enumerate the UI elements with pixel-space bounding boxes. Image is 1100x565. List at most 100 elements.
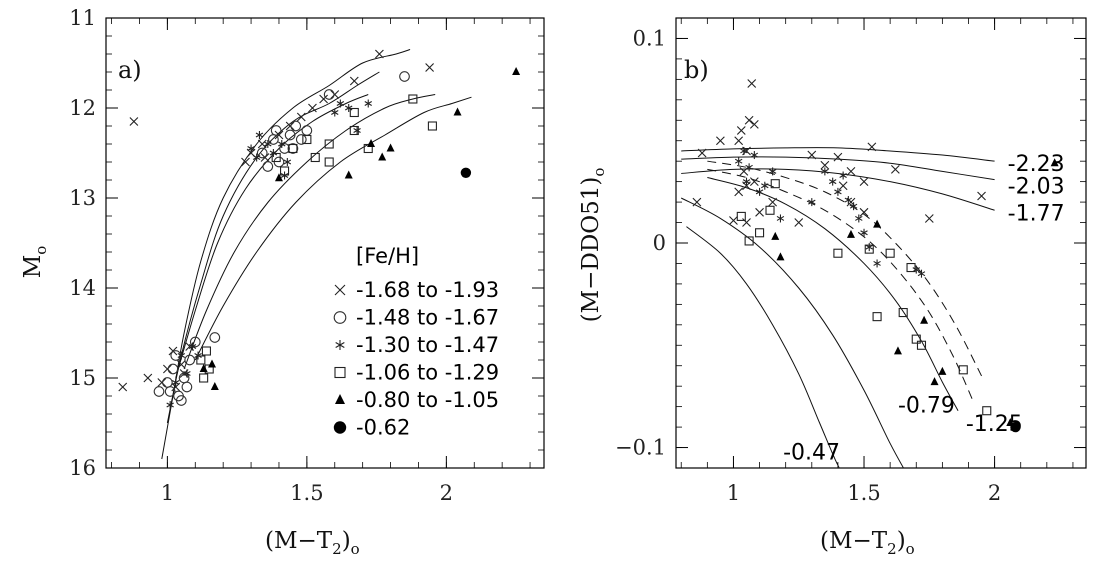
panel-b-point-x [755,207,764,217]
panel-b-point-star [917,269,926,278]
panel-a-point-star [188,342,197,351]
panel-a-point-circle-open [181,381,193,393]
panel-a-point-triangle-filled [274,173,283,182]
panel-a-point-star [283,158,292,166]
panel-b-point-x [734,136,744,146]
panel-b-point-star [755,187,764,196]
panel-b-y-tick-label: −0.1 [615,436,666,460]
panel-a-point-x [285,121,295,131]
panel-a-point-star [264,140,272,148]
legend-title: [Fe/H] [356,244,419,268]
panel-a-y-tick-label: 13 [69,186,96,210]
panel-a-point-star [252,153,261,162]
panel-b-point-x [749,119,759,129]
panel-b-point-star [849,202,858,211]
panel-b-point-x [794,218,804,227]
panel-b-point-star [821,167,829,176]
panel-b-point-x [977,191,986,201]
panel-b-y-label-sub: o [590,168,608,177]
panel-b-point-square-open [833,248,843,258]
panel-a-x-label-subtail: o [351,540,360,558]
panel-b-ticks [676,17,1086,469]
panel-a-label: a) [118,56,142,84]
panel-b-point-x [768,197,778,207]
panel-a-point-x [349,76,359,86]
legend-marker-star [335,340,345,350]
panel-b-point-x [859,177,869,187]
panel-b-point-star [808,198,816,207]
panel-a-legend: [Fe/H] -1.68 to -1.93 -1.48 to -1.67 -1.30 … [333,244,499,440]
panel-b-point-star [828,177,837,186]
panel-a-point-star [166,401,174,409]
panel-a-point-circle-open [399,71,410,82]
panel-b-x-label-tail: ) [897,528,906,554]
panel-b-point-circle-filled [1010,421,1021,433]
panel-a-point-circle-open [162,377,173,388]
panel-a-point-circle-open [290,120,302,132]
panel-b-point-square-open [898,307,908,318]
panel-a-y-axis-label: Mo [20,246,50,279]
panel-b-point-x [859,207,869,217]
legend-marker-triangle-filled [335,394,345,404]
curve-annotation: -1.77 [1008,201,1065,226]
panel-a-point-x [176,360,186,369]
panel-b-model-curve [707,177,959,411]
panel-b-point-star [912,265,920,274]
panel-b-annotations: -2.23-2.03-1.77 -0.79 -1.25 -0.47 [783,152,1065,465]
panel-b-x-tick-label: 1 [727,481,740,505]
panel-b-point-x [697,148,707,158]
panel-a-point-x [296,112,306,122]
panel-b-y-label-main: (M−DDO51) [578,177,604,323]
panel-b-point-square-open [911,334,921,344]
panel-a-model-curve [194,96,472,361]
panel-a-point-triangle-filled [386,143,395,152]
panel-a-point-x [375,49,384,59]
panel-a-point-circle-open [209,332,221,343]
panel-a-point-circle-open [256,147,268,159]
panel-b-point-star [742,177,751,186]
panel-a-point-circle-open [323,89,335,100]
panel-a: 1 1.5 2 11 12 13 14 15 16 a) [Fe/H] -1.68 to -1.9… [20,6,545,558]
panel-b-point-square-open [864,244,874,254]
panel-a-y-tick-label: 12 [69,96,96,120]
panel-a-point-x [162,364,172,374]
panel-b-tick-labels: 1 1.5 2 −0.1 0 0.1 [615,26,1001,505]
panel-b-point-star [761,181,769,190]
panel-a-x-label-tail: ) [342,528,351,554]
panel-b-point-triangle-filled [873,219,882,228]
panel-b-point-x [729,216,738,225]
panel-b-point-triangle-filled [771,231,780,240]
panel-a-point-x [241,157,250,167]
panel-a-point-star [172,378,180,387]
panel-a-point-square-open [408,94,418,104]
panel-b-point-square-open [765,205,775,215]
legend-entry-label: -1.68 to -1.93 [356,278,499,302]
panel-a-point-star [183,369,191,378]
legend-entry-label: -1.48 to -1.67 [356,306,499,330]
panel-a-y-tick-label: 15 [69,366,96,390]
legend-entry-label: -1.06 to -1.29 [356,361,499,385]
panel-b-point-square-open [744,236,754,246]
panel-a-point-circle-open [301,125,313,136]
panel-a-point-square-open [324,139,334,149]
panel-b-point-square-open [982,406,992,416]
panel-a-ticks [106,17,544,469]
panel-a-x-tick-label: 2 [440,481,453,505]
panel-a-point-circle-open [295,134,307,145]
panel-b-point-x [838,181,848,191]
panel-a-point-circle-filled [460,167,472,178]
panel-b-point-square-open [770,179,780,189]
panel-a-point-circle-open [175,395,187,406]
panel-b-point-star [740,146,748,155]
legend-marker-circle-open [333,311,347,324]
panel-a-point-square-open [324,157,334,167]
panel-a-point-x [425,63,435,72]
panel-b-point-x [742,218,751,227]
panel-b-point-triangle-filled [938,366,947,375]
panel-a-point-triangle-filled [210,382,219,390]
panel-b-point-x [924,214,934,223]
panel-a-point-circle-open [284,129,296,141]
panel-b-y-tick-label: 0.1 [633,26,666,50]
panel-b-model-curve [686,226,840,468]
